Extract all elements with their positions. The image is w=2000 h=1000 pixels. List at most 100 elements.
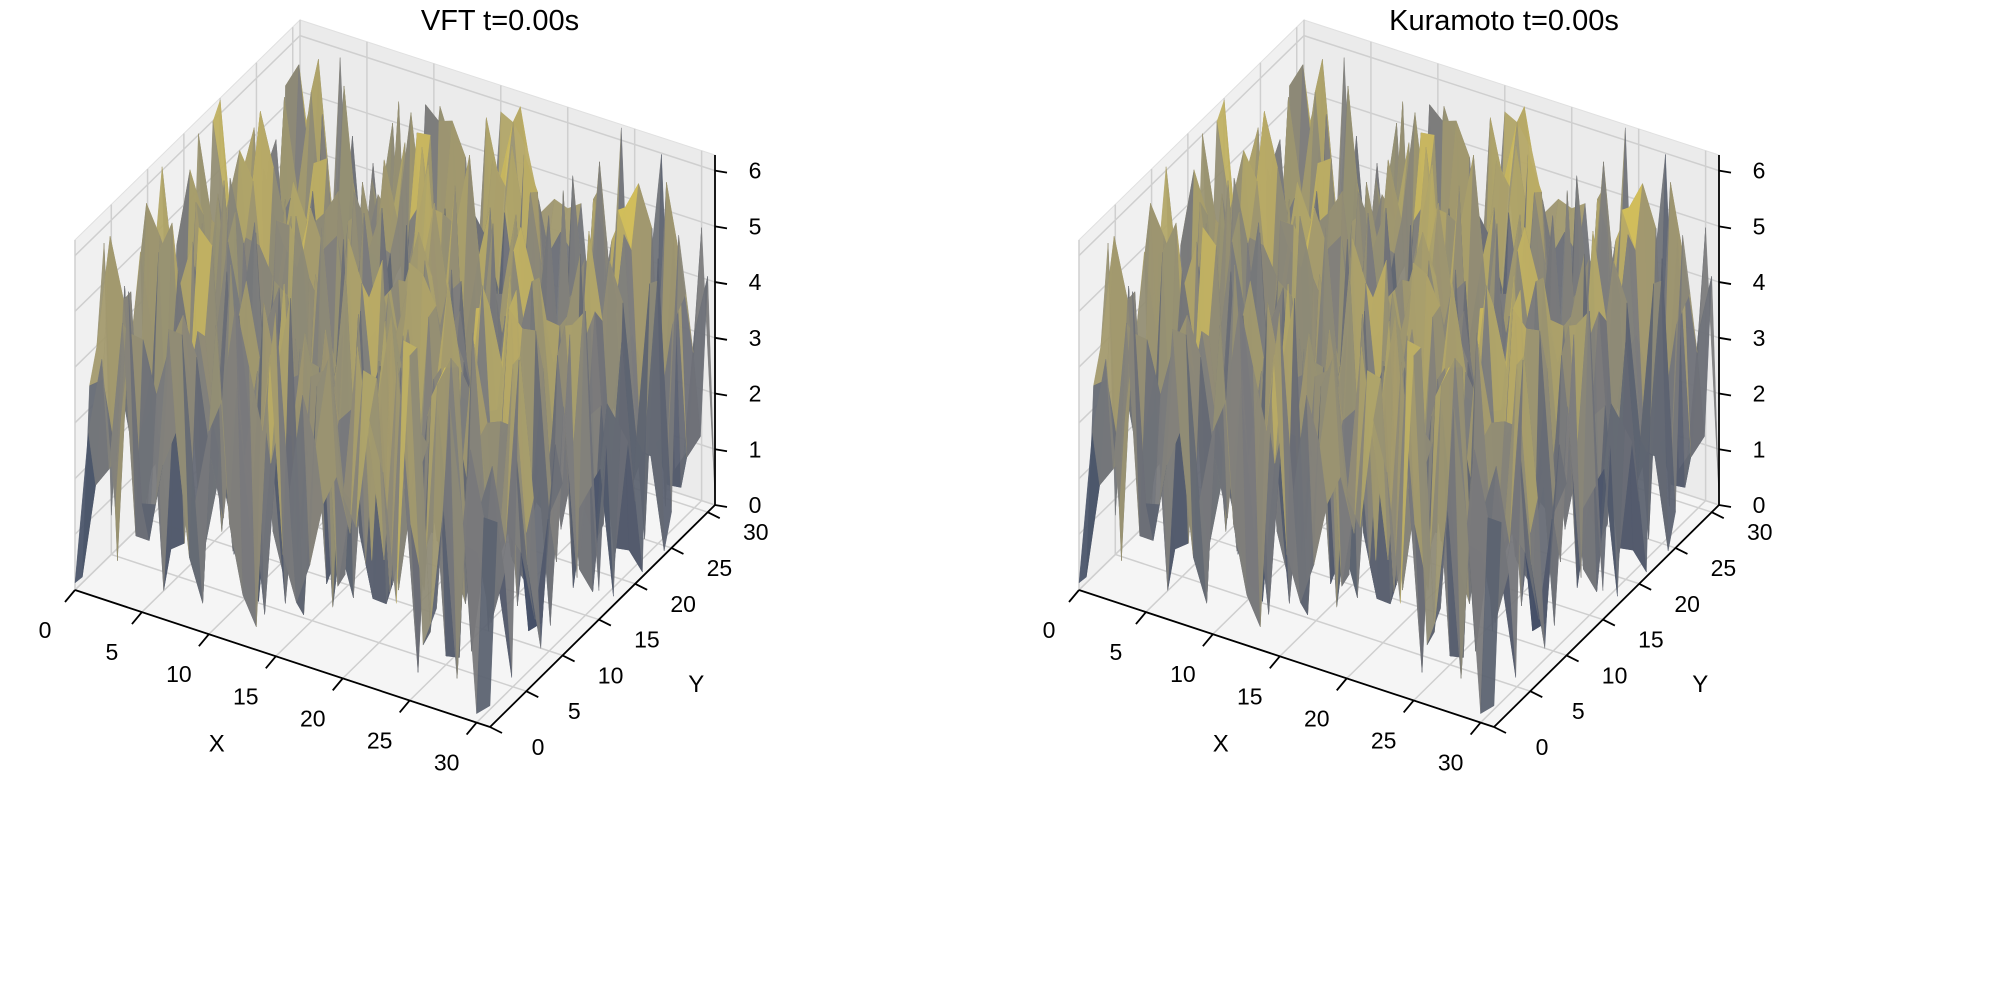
x-axis-label: X [1213,731,1229,758]
y-tick [1675,547,1688,555]
x-tick-label: 10 [1170,661,1196,687]
z-tick [714,281,728,285]
surface-patch [1480,517,1502,714]
z-tick [714,225,728,230]
y-tick-label: 5 [568,698,581,724]
y-tick [634,582,648,591]
x-tick [1202,633,1214,647]
z-tick [1718,169,1732,174]
z-tick [1718,336,1732,341]
z-tick [1718,281,1732,285]
y-tick [1711,511,1725,519]
surface-patch [476,517,498,714]
z-tick [1718,448,1732,453]
x-tick-label: 15 [1237,683,1263,709]
y-axis-label: Y [688,671,704,698]
y-tick [525,690,539,698]
axis-lines [1068,155,1732,736]
axis-lines [64,155,728,736]
chart-title: Kuramoto t=0.00s [1389,5,1619,37]
x-axis-line [74,589,491,728]
y-tick-label: 5 [1572,698,1585,724]
y-tick [707,511,721,519]
y-tick-label: 20 [1674,591,1700,617]
y-tick-label: 15 [1638,627,1664,653]
y-tick-label: 25 [707,555,733,581]
x-tick-label: 25 [367,727,393,753]
y-tick-label: 20 [670,591,696,617]
x-tick [332,677,344,691]
z-gridline [74,34,716,257]
z-tick [714,169,728,174]
z-tick [714,504,728,508]
x-tick [198,633,210,647]
x-tick [465,722,478,736]
z-tick [714,336,728,341]
y-tick-label: 15 [634,627,660,653]
x-tick-label: 30 [434,750,460,776]
z-tick [1718,504,1732,508]
x-tick-label: 0 [39,617,52,643]
y-tick-label: 10 [1602,662,1628,688]
y-tick-label: 25 [1711,555,1737,581]
x-tick-label: 0 [1043,617,1056,643]
y-tick-label: 30 [743,519,769,545]
x-tick [398,699,411,714]
z-tick-label: 3 [749,325,762,351]
z-tick-label: 0 [1753,492,1766,518]
z-tick-label: 1 [749,436,762,462]
x-tick-label: 20 [300,705,326,731]
z-tick [714,392,728,397]
kuramoto-surface-panel: 0510152025300510152025300123456XYKuramot… [1043,5,1773,776]
x-tick-label: 5 [106,639,119,665]
x-tick [64,589,76,603]
x-tick [1469,722,1482,736]
z-tick-label: 0 [749,492,762,518]
x-tick [1068,589,1080,603]
x-tick-label: 5 [1110,639,1123,665]
x-tick-label: 20 [1304,705,1330,731]
z-tick [1718,392,1732,397]
y-tick-label: 0 [1536,734,1549,760]
x-tick [265,655,277,669]
y-axis-label: Y [1692,671,1708,698]
y-tick-label: 10 [598,662,624,688]
x-tick-label: 25 [1371,727,1397,753]
y-tick-label: 30 [1747,519,1773,545]
y-tick [1566,654,1579,663]
z-tick-label: 4 [749,269,762,295]
y-tick [598,618,612,627]
x-tick [1135,611,1147,625]
z-tick-label: 1 [1753,436,1766,462]
chart-title: VFT t=0.00s [421,5,579,37]
x-tick [1402,699,1415,714]
x-tick [1269,655,1281,669]
z-tick [714,448,728,453]
x-tick-label: 30 [1438,750,1464,776]
y-axis-line [1493,504,1720,728]
x-axis-line [1078,589,1495,728]
z-tick-label: 4 [1753,269,1766,295]
y-tick [1493,726,1507,734]
z-tick-label: 2 [1753,381,1766,407]
y-tick-label: 0 [532,734,545,760]
y-tick [489,726,503,734]
surface [74,57,716,714]
z-tick-label: 6 [749,158,762,184]
z-tick-label: 3 [1753,325,1766,351]
x-tick [131,611,143,625]
y-tick [562,654,575,663]
y-tick [1602,618,1616,627]
z-tick-label: 5 [749,213,762,239]
y-tick [1638,582,1652,591]
z-tick-label: 2 [749,381,762,407]
y-axis-line [489,504,716,728]
x-axis-label: X [209,731,225,758]
surface [1078,57,1720,714]
y-tick [1529,690,1543,698]
